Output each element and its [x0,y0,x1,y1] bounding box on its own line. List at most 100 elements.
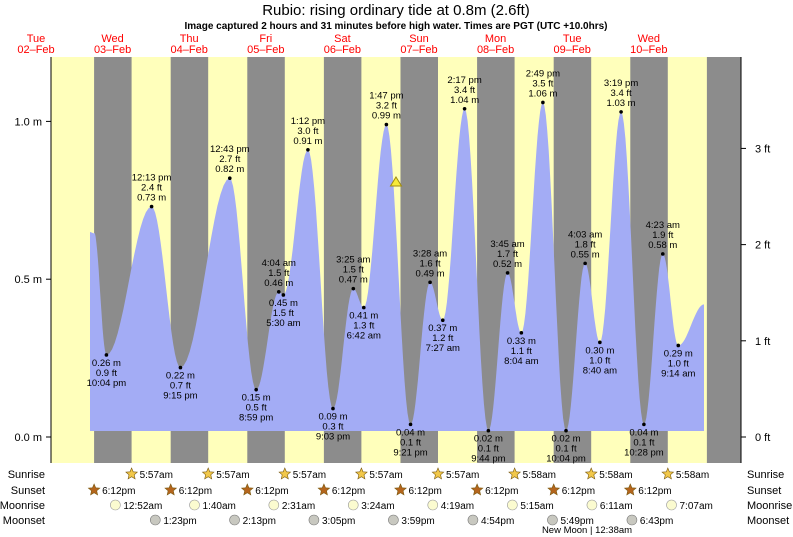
high-tide-point [541,100,545,105]
tide-event-label: 1.3 ft [353,321,374,332]
sunset-icon [470,483,484,496]
sunset-time: 6:12pm [332,486,365,497]
tide-event-label: 0.1 ft [633,437,654,448]
moonrise-icon [268,499,280,511]
tide-event-label: 0.1 ft [400,437,421,448]
high-tide-point [306,148,310,152]
tide-event-label: 0.82 m [215,164,244,175]
high-tide-point [428,280,432,285]
high-tide-point [619,110,623,114]
tide-event-label: 2:17 pm [447,75,481,86]
tide-event-label: 3.5 ft [532,78,553,89]
day-date-label: 09–Feb [554,44,591,56]
tide-event-label: 8:40 am [583,365,617,376]
y-right-tick-label: 1 ft [755,336,770,348]
astro-row-label-left: Sunset [11,485,45,497]
sunset-icon [87,483,101,496]
tide-event-label: 1.04 m [450,95,479,106]
astro-table: Sunrise Sunrise Sunset Sunset Moonrise Moonri… [0,467,792,536]
astro-row-label-right: Moonrise [747,500,792,512]
astro-row-label-left: Sunrise [8,469,45,481]
tide-event-label: 4:23 am [646,220,680,231]
day-name-label: Thu [180,33,199,45]
tide-event-label: 1.06 m [528,88,557,99]
sunrise-icon [354,467,368,480]
moonset-time: 6:43pm [640,516,673,527]
sunrise-icon [201,467,215,480]
sunrise-icon [278,467,292,480]
sunset-time: 6:12pm [179,486,212,497]
moonset-icon [308,514,320,526]
high-tide-point [351,286,356,291]
tide-event-label: 1.0 ft [589,355,610,366]
day-name-label: Mon [485,33,506,45]
low-tide-point [598,340,602,345]
tide-height-area [90,102,704,431]
day-name-label: Tue [27,33,46,45]
low-tide-point [440,318,445,323]
tide-event-label: 0.49 m [416,268,445,279]
moonrise-time: 3:24am [361,501,394,512]
tide-event-label: 0.37 m [428,323,457,334]
moonset-time: 2:13pm [243,516,276,527]
sunrise-time: 5:57am [216,470,249,481]
tide-event-label: 3.2 ft [376,101,397,112]
day-name-label: Fri [259,33,272,45]
moonset-icon [150,514,161,526]
tide-event-label: 8:59 pm [239,413,273,424]
tide-event-label: 7:27 am [426,343,460,354]
tide-event-label: 10:04 pm [87,378,127,389]
day-date-label: 06–Feb [324,44,361,56]
tide-event-label: 0.52 m [493,259,522,270]
tide-event-label: 1.2 ft [432,333,453,344]
moonrise-time: 4:19am [441,501,474,512]
tide-event-label: 12:13 pm [132,173,172,184]
tide-event-label: 1.8 ft [575,239,596,250]
moonset-icon [626,514,638,526]
tide-event-label: 0.91 m [293,136,322,147]
sunset-time: 6:12pm [485,486,518,497]
sunset-time: 6:12pm [102,486,135,497]
tide-event-label: 3.0 ft [297,126,318,137]
high-tide-point [227,176,232,181]
tide-event-label: 3:19 pm [604,78,638,89]
high-tide-point [505,271,510,275]
tide-event-label: 0.09 m [318,412,347,423]
tide-event-label: 1.9 ft [652,230,673,241]
moonset-icon [388,514,399,526]
high-tide-point [660,252,665,256]
tide-event-label: 2:49 pm [526,68,560,79]
y-right-tick-label: 2 ft [755,240,770,252]
tide-event-label: 1.1 ft [511,346,532,357]
moonset-time: 5:49pm [560,516,593,527]
low-tide-point [519,331,524,335]
moonrise-icon [189,499,200,511]
sunset-icon [547,483,561,496]
sunset-icon [623,483,637,496]
tide-event-label: 9:14 am [661,368,695,379]
moonset-icon [547,514,558,526]
y-left-tick-label: 0.5 m [14,274,42,286]
sunrise-time: 5:57am [369,470,402,481]
day-name-label: Sun [409,33,429,45]
tide-event-label: 0.15 m [242,393,271,404]
tide-event-label: 9:03 pm [316,432,350,443]
moonrise-time: 7:07am [680,501,713,512]
day-name-label: Wed [638,33,660,45]
night-band [706,57,741,463]
tide-event-label: 2.4 ft [141,183,162,194]
sunrise-time: 5:58am [599,470,632,481]
tide-event-label: 3.4 ft [611,88,632,99]
sunrise-icon [431,467,445,480]
tide-event-label: 0.04 m [629,427,658,438]
tide-event-label: 0.30 m [585,345,614,356]
low-tide-point [331,406,335,411]
y-right-tick-label: 3 ft [755,143,770,155]
sunset-time: 6:12pm [562,486,595,497]
sunrise-time: 5:58am [676,470,709,481]
moonrise-time: 2:31am [282,501,315,512]
moonrise-icon [586,499,598,511]
chart-subtitle: Image captured 2 hours and 31 minutes be… [185,21,608,32]
sunset-icon [164,483,178,496]
tide-event-label: 6:42 am [347,331,381,342]
